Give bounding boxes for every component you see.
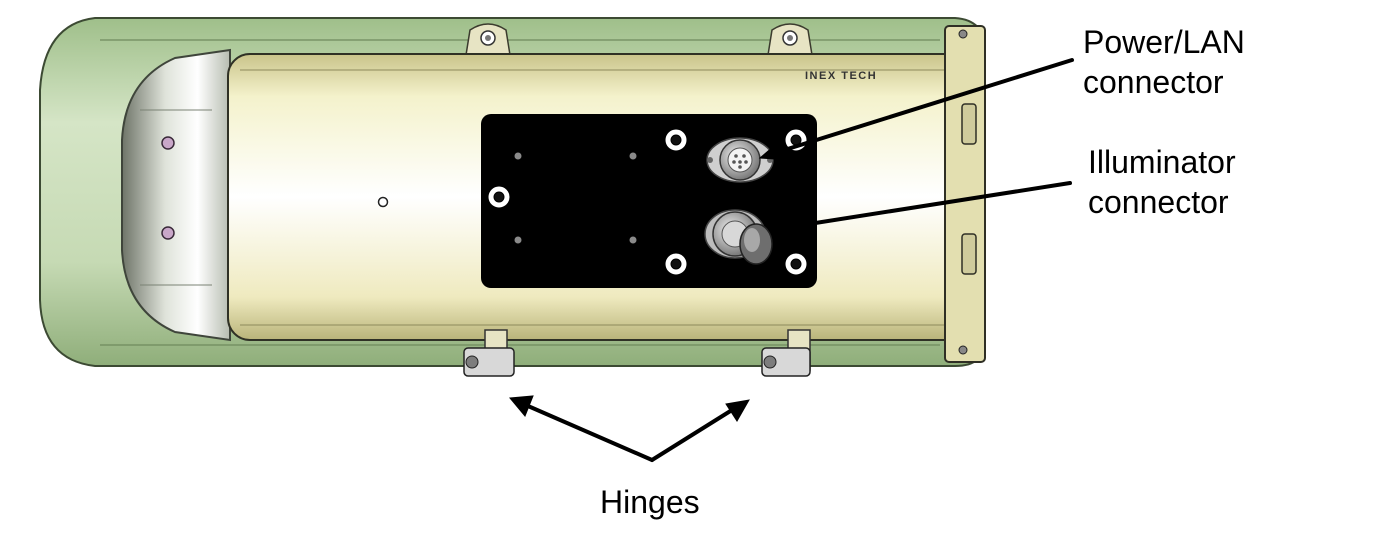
hinges-arrowhead-right — [725, 399, 750, 422]
hinges-arrow-left-line — [526, 404, 654, 462]
power-lan-label-line2: connector — [1083, 64, 1224, 100]
rear-flange — [944, 25, 986, 363]
illuminator-label-line2: connector — [1088, 184, 1229, 220]
connector-panel — [481, 114, 817, 288]
callout-arrows — [509, 58, 1074, 462]
power-lan-arrow-line — [776, 58, 1074, 154]
brand-mark: INEX TECH — [805, 70, 877, 82]
illuminator-connector-label: Illuminator connector — [1088, 142, 1236, 222]
cap-screw-bottom — [161, 226, 175, 240]
illuminator-arrowhead — [770, 215, 797, 238]
illuminator-label-line1: Illuminator — [1088, 144, 1236, 180]
top-hinge-bracket-left — [465, 23, 511, 56]
front-lens-cap — [121, 48, 231, 342]
hinges-label: Hinges — [600, 484, 700, 520]
power-lan-arrowhead — [758, 139, 790, 161]
power-lan-connector — [706, 137, 774, 183]
illuminator-connector — [704, 209, 773, 265]
top-hinge-bracket-right — [767, 23, 813, 56]
bottom-hinge-right — [761, 329, 811, 377]
illuminator-arrow-line — [788, 181, 1072, 229]
bottom-hinge-left — [463, 329, 515, 377]
cap-screw-top — [161, 136, 175, 150]
power-lan-connector-label: Power/LAN connector — [1083, 22, 1245, 102]
body-small-hole — [377, 196, 389, 208]
hinges-arrowhead-left — [509, 395, 534, 417]
power-lan-label-line1: Power/LAN — [1083, 24, 1245, 60]
hinges-arrow-right-line — [650, 408, 734, 462]
